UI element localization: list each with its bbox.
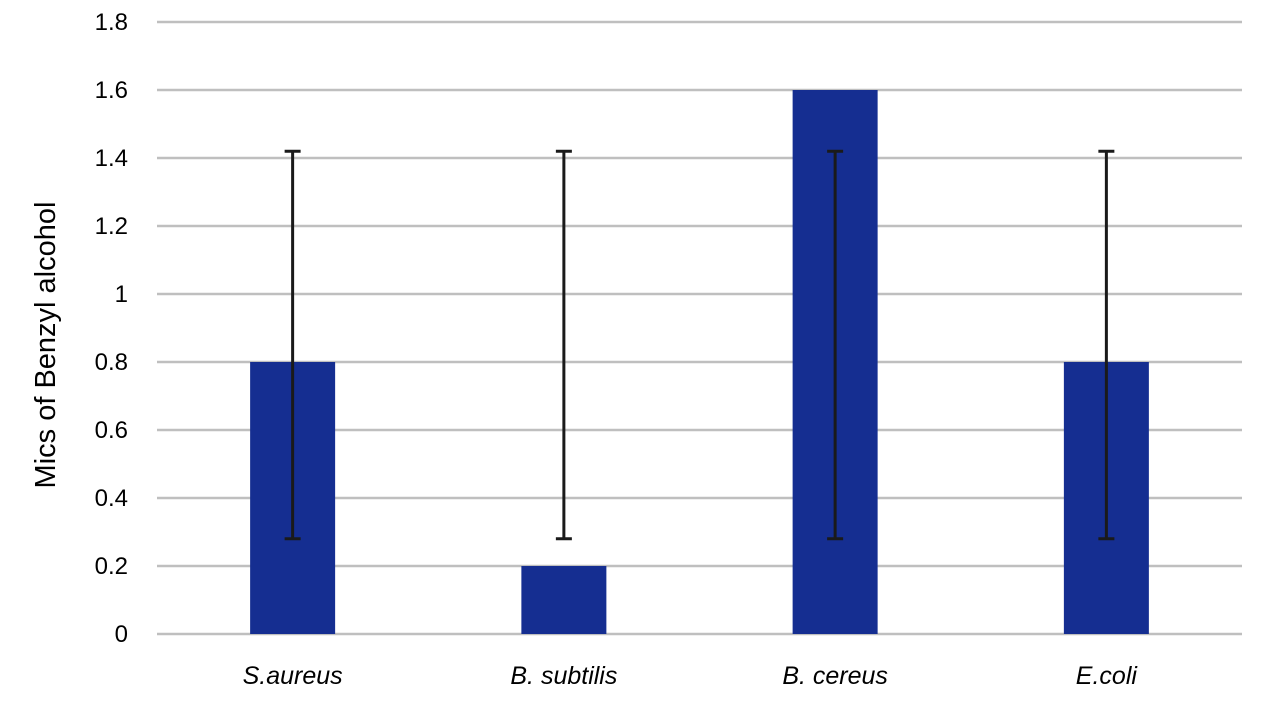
error-bar: [284, 149, 301, 541]
y-tick-label: 1.2: [95, 213, 128, 240]
y-axis-title: Mics of Benzyl alcohol: [30, 202, 62, 489]
y-tick-label: 0: [115, 621, 128, 648]
y-tick-label: 0.2: [95, 553, 128, 580]
y-tick-label: 1.6: [95, 77, 128, 104]
y-tick-label: 1.8: [95, 9, 128, 36]
x-category-label: B. cereus: [782, 662, 888, 690]
x-category-label: S.aureus: [243, 662, 343, 690]
y-tick-label: 0.4: [95, 485, 128, 512]
y-tick-label: 1: [115, 281, 128, 308]
bar: [521, 566, 607, 634]
y-tick-label: 1.4: [95, 145, 128, 172]
x-axis-categories: S.aureus B. subtilis B. cereus E.coli: [243, 662, 1139, 690]
error-bar: [827, 149, 844, 541]
error-bar: [555, 149, 572, 541]
gridlines: [157, 20, 1242, 636]
x-category-label: E.coli: [1076, 662, 1139, 690]
error-bars: [284, 149, 1115, 541]
error-bar: [1098, 149, 1115, 541]
y-tick-label: 0.8: [95, 349, 128, 376]
x-category-label: B. subtilis: [510, 662, 617, 690]
y-axis-ticks: 0 0.2 0.4 0.6 0.8 1 1.2 1.4 1.6 1.8: [95, 9, 128, 648]
y-tick-label: 0.6: [95, 417, 128, 444]
